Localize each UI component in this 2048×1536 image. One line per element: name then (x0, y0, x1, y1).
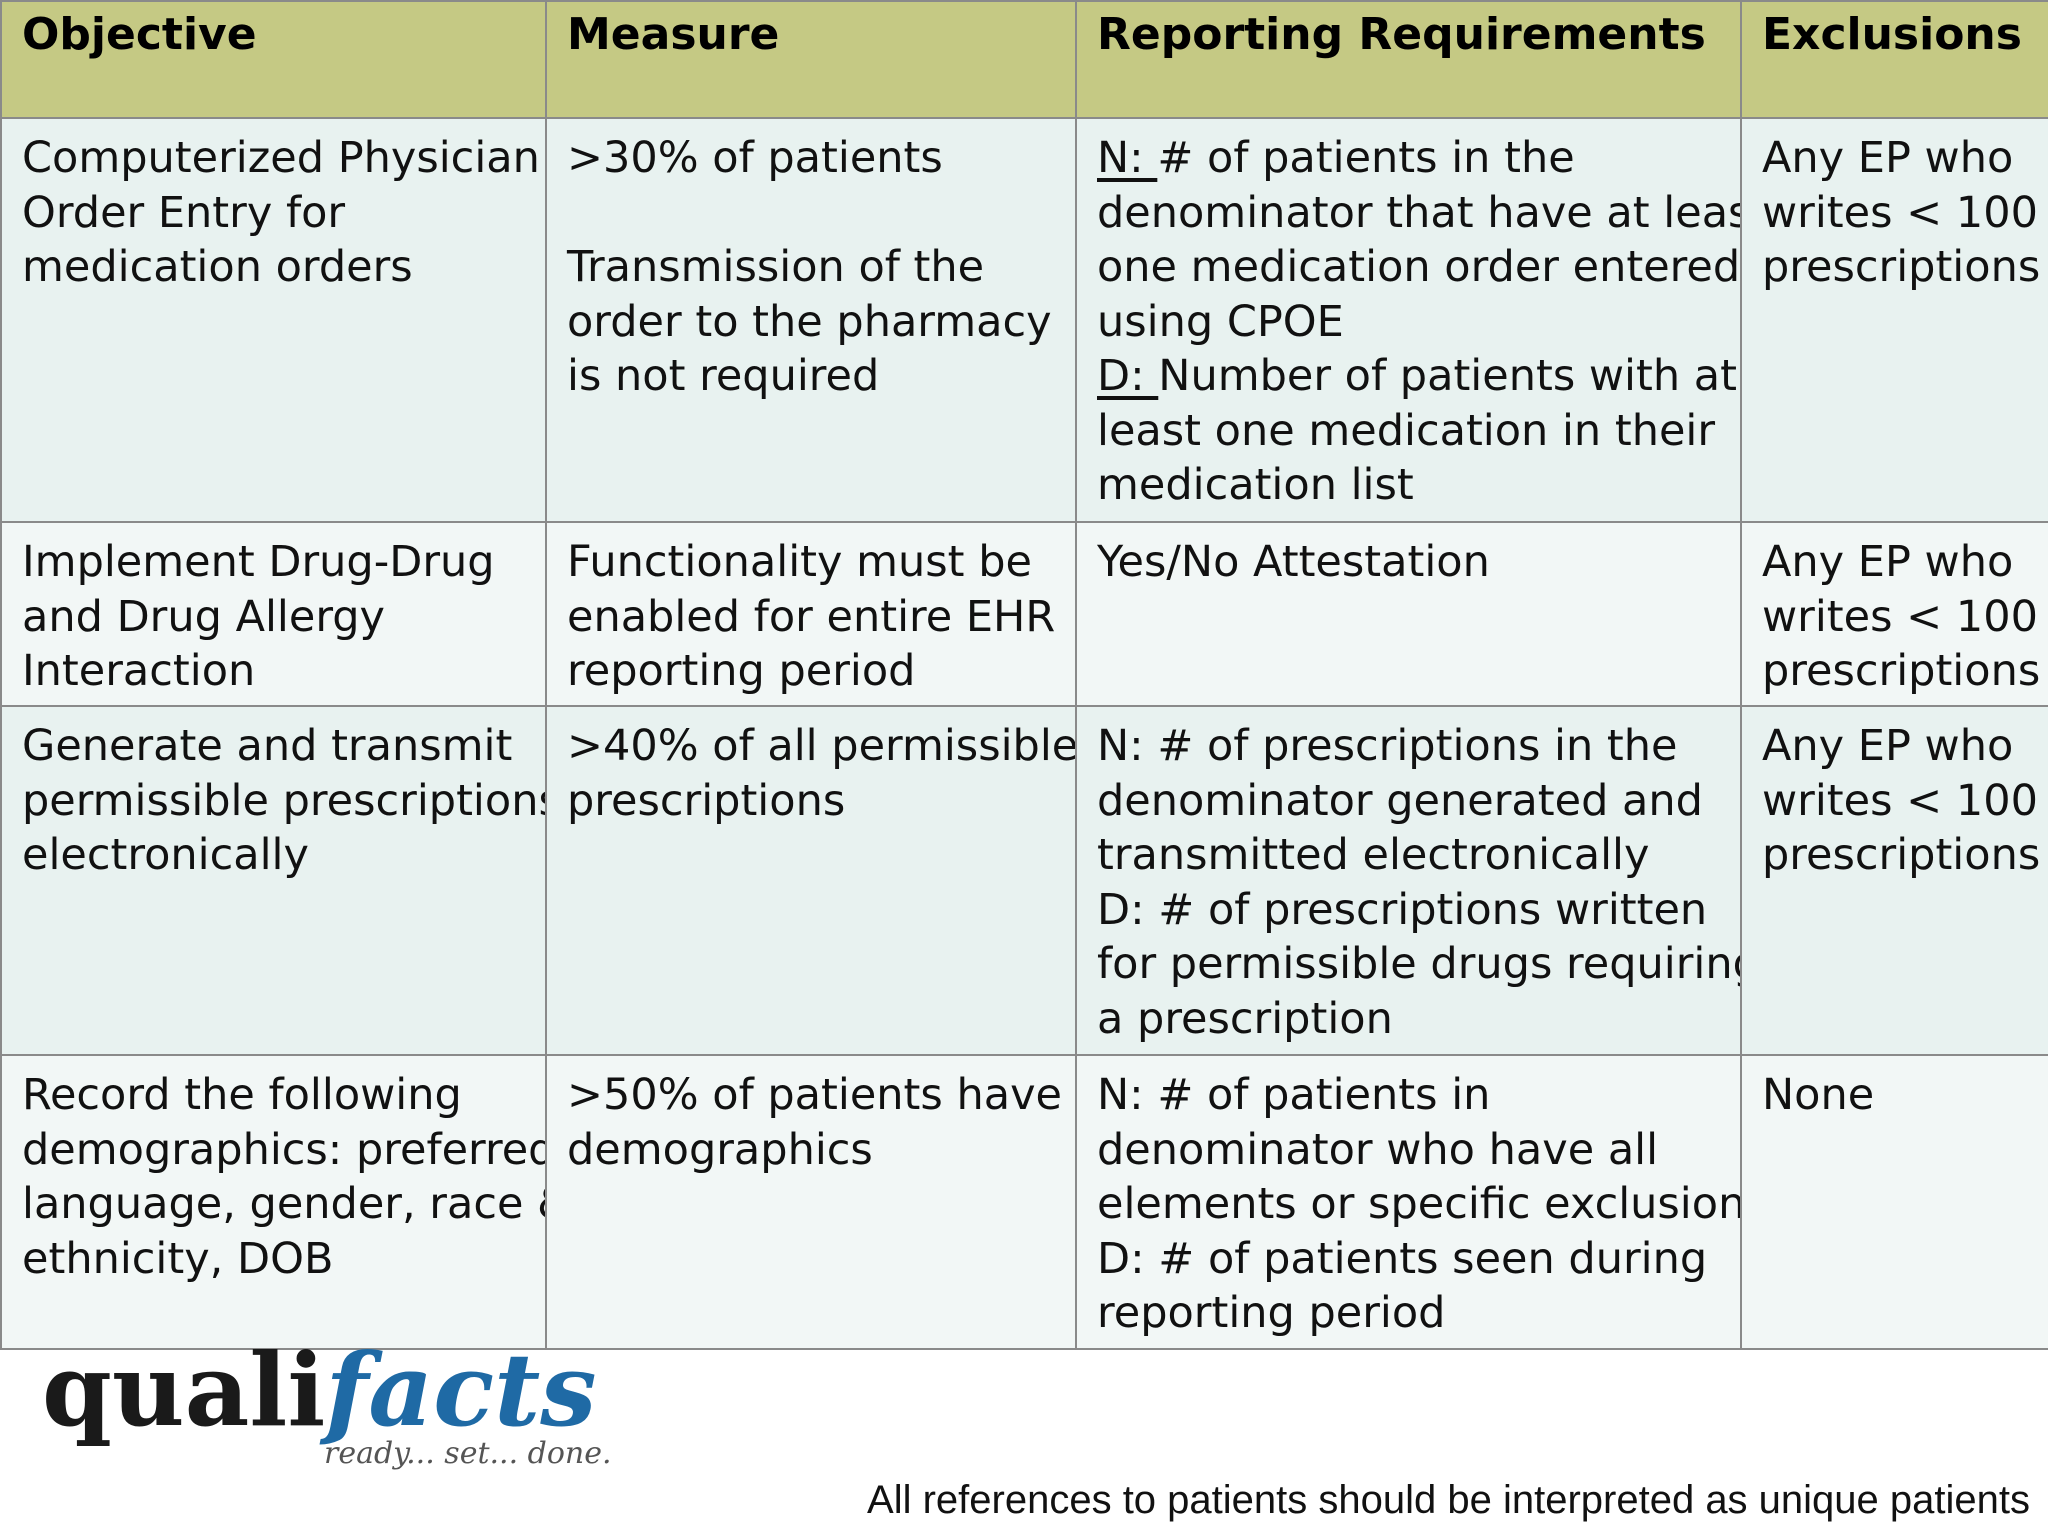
row1-numerator-line: N: # of patients in the (1097, 131, 1722, 186)
row3-reporting-line: N: # of prescriptions in the (1097, 721, 1678, 771)
row3-exclusions-line: writes < 100 (1762, 775, 2038, 826)
row3-measure-line: >40% of all permissible (567, 721, 1077, 771)
row3-reporting-line: for permissible drugs requiring (1097, 939, 1742, 989)
logo-tagline: ready... set... done. (324, 1436, 612, 1471)
logo-text-blue: facts (325, 1331, 597, 1449)
row2-objective-cell: Implement Drug-Drug and Drug Allergy Int… (2, 523, 547, 707)
row3-reporting-line: a prescription (1097, 993, 1393, 1044)
row1-denominator-line: D: Number of patients with at (1097, 349, 1737, 404)
row4-objective-line: demographics: preferred (22, 1124, 547, 1175)
footnote: All references to patients should be int… (867, 1478, 2030, 1522)
row3-reporting-line: denominator generated and (1097, 775, 1703, 826)
row3-measure-line: prescriptions (567, 775, 846, 826)
row3-objective-line: Generate and transmit (22, 721, 513, 771)
row1-measure-line: order to the pharmacy (567, 296, 1052, 347)
row1-exclusions-line: writes < 100 (1762, 187, 2038, 238)
row2-measure-cell: Functionality must be enabled for entire… (547, 523, 1077, 707)
row4-measure-line: demographics (567, 1124, 873, 1175)
row1-measure-cell: >30% of patients Transmission of the ord… (547, 119, 1077, 523)
row4-objective-line: language, gender, race & (22, 1179, 547, 1229)
header-measure: Measure (547, 2, 1077, 119)
row2-exclusions-cell: Any EP who writes < 100 prescriptions (1742, 523, 2048, 707)
row4-reporting-line: elements or specific exclusion (1097, 1179, 1742, 1229)
row2-objective-line: and Drug Allergy (22, 591, 386, 642)
row2-reporting-cell: Yes/No Attestation (1077, 523, 1742, 707)
row1-objective-line: Order Entry for (22, 187, 346, 238)
row3-objective-line: electronically (22, 830, 309, 880)
row4-objective-line: Record the following (22, 1070, 462, 1120)
numerator-label: N: (1097, 133, 1158, 183)
row1-reporting-line: medication list (1097, 460, 1414, 510)
row4-measure-line: >50% of patients have (567, 1070, 1062, 1120)
row3-objective-cell: Generate and transmit permissible prescr… (2, 707, 547, 1056)
row4-exclusions-line: None (1762, 1070, 1875, 1120)
row1-exclusions-line: Any EP who (1762, 133, 2014, 183)
row3-exclusions-line: Any EP who (1762, 721, 2014, 771)
row1-exclusions-line: prescriptions (1762, 242, 2041, 292)
row3-reporting-line: D: # of prescriptions written (1097, 884, 1708, 935)
row1-reporting-line: using CPOE (1097, 296, 1344, 347)
row1-objective-line: medication orders (22, 242, 413, 292)
row3-exclusions-line: prescriptions (1762, 830, 2041, 880)
denominator-text: Number of patients with at (1158, 351, 1737, 401)
row1-reporting-line: denominator that have at least (1097, 187, 1742, 238)
header-reporting-requirements: Reporting Requirements (1077, 2, 1742, 119)
header-exclusions: Exclusions (1742, 2, 2048, 119)
logo-text-dark: quali (42, 1331, 326, 1449)
row3-measure-cell: >40% of all permissible prescriptions (547, 707, 1077, 1056)
row2-exclusions-line: prescriptions (1762, 646, 2041, 696)
row1-measure-spacer (567, 186, 1057, 241)
row2-objective-line: Implement Drug-Drug (22, 537, 495, 587)
row4-measure-cell: >50% of patients have demographics (547, 1056, 1077, 1350)
row1-exclusions-cell: Any EP who writes < 100 prescriptions (1742, 119, 2048, 523)
row4-reporting-cell: N: # of patients in denominator who have… (1077, 1056, 1742, 1350)
row4-objective-cell: Record the following demographics: prefe… (2, 1056, 547, 1350)
row4-reporting-line: N: # of patients in (1097, 1070, 1491, 1120)
denominator-label: D: (1097, 351, 1159, 401)
row2-measure-line: reporting period (567, 646, 916, 696)
logo-wordmark: qualifacts (42, 1330, 597, 1450)
row4-reporting-line: reporting period (1097, 1288, 1446, 1338)
row3-reporting-line: transmitted electronically (1097, 830, 1650, 880)
row1-objective-cell: Computerized Physician Order Entry for m… (2, 119, 547, 523)
row3-objective-line: permissible prescriptions (22, 775, 547, 826)
qualifacts-logo: qualifacts ready... set... done. (42, 1330, 612, 1480)
row3-exclusions-cell: Any EP who writes < 100 prescriptions (1742, 707, 2048, 1056)
requirements-table: Objective Measure Reporting Requirements… (0, 0, 2048, 1350)
row1-reporting-line: least one medication in their (1097, 405, 1716, 456)
row1-measure-line: Transmission of the (567, 242, 985, 292)
row2-objective-line: Interaction (22, 646, 256, 696)
row2-measure-line: Functionality must be (567, 537, 1032, 587)
row1-reporting-line: one medication order entered (1097, 242, 1741, 292)
numerator-text: # of patients in the (1157, 133, 1575, 183)
header-objective: Objective (2, 2, 547, 119)
row2-reporting-line: Yes/No Attestation (1097, 537, 1490, 587)
row1-reporting-cell: N: # of patients in the denominator that… (1077, 119, 1742, 523)
row4-objective-line: ethnicity, DOB (22, 1233, 334, 1284)
row3-reporting-cell: N: # of prescriptions in the denominator… (1077, 707, 1742, 1056)
row2-exclusions-line: writes < 100 (1762, 591, 2038, 642)
row4-reporting-line: denominator who have all (1097, 1124, 1659, 1175)
row4-reporting-line: D: # of patients seen during (1097, 1233, 1708, 1284)
row1-objective-line: Computerized Physician (22, 133, 540, 183)
row4-exclusions-cell: None (1742, 1056, 2048, 1350)
row1-measure-line: is not required (567, 351, 880, 401)
row2-exclusions-line: Any EP who (1762, 537, 2014, 587)
row1-measure-line: >30% of patients (567, 133, 943, 183)
row2-measure-line: enabled for entire EHR (567, 591, 1056, 642)
